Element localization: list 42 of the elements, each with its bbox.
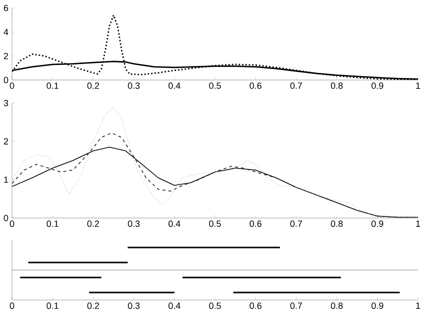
x-tick-label: 0.2 bbox=[87, 82, 99, 89]
y-tick-label: 0 bbox=[4, 76, 8, 84]
x-tick-label: 0.3 bbox=[128, 302, 140, 309]
x-tick-label: 1 bbox=[416, 302, 420, 309]
x-tick-label: 0.8 bbox=[330, 220, 343, 227]
x-tick-label: 0.4 bbox=[168, 220, 180, 227]
x-tick-label: 0.1 bbox=[46, 302, 58, 309]
x-tick-label: 0.6 bbox=[250, 302, 262, 309]
x-tick-label: 0.3 bbox=[128, 82, 140, 89]
x-tick-label: 0.1 bbox=[46, 82, 58, 89]
x-tick-label: 1 bbox=[416, 220, 420, 227]
x-tick-label: 1 bbox=[416, 82, 420, 89]
y-tick-label: 2 bbox=[4, 52, 8, 60]
x-tick-label: 0.3 bbox=[128, 220, 140, 227]
y-tick-label: 1 bbox=[4, 176, 8, 183]
x-tick-label: 0 bbox=[10, 220, 14, 227]
y-tick-label: 3 bbox=[4, 100, 8, 106]
x-tick-label: 0.4 bbox=[168, 302, 180, 309]
x-tick-label: 0.7 bbox=[290, 82, 302, 89]
y-tick-label: 4 bbox=[4, 28, 8, 36]
y-tick-label: 0 bbox=[4, 214, 8, 222]
x-tick-label: 0 bbox=[10, 302, 14, 309]
x-tick-label: 0 bbox=[10, 82, 14, 89]
x-tick-label: 0.9 bbox=[372, 82, 384, 89]
x-tick-label: 0.8 bbox=[330, 82, 343, 89]
y-tick-label: 6 bbox=[4, 4, 8, 12]
y-tick-label: 2 bbox=[4, 138, 8, 144]
x-tick-label: 0.1 bbox=[46, 220, 58, 227]
x-tick-label: 0.4 bbox=[168, 82, 180, 89]
x-tick-label: 0.9 bbox=[372, 302, 384, 309]
x-tick-label: 0.5 bbox=[209, 220, 221, 227]
x-tick-label: 0.5 bbox=[209, 302, 221, 309]
x-tick-label: 0.6 bbox=[250, 220, 262, 227]
x-tick-label: 0.7 bbox=[290, 220, 302, 227]
x-tick-label: 0.9 bbox=[372, 220, 384, 227]
x-tick-label: 0.8 bbox=[330, 302, 343, 309]
x-tick-label: 0.2 bbox=[87, 302, 99, 309]
x-tick-label: 0.2 bbox=[87, 220, 99, 227]
x-tick-label: 0.5 bbox=[209, 82, 221, 89]
x-tick-label: 0.7 bbox=[290, 302, 302, 309]
line-series bbox=[12, 106, 418, 218]
x-tick-label: 0.6 bbox=[250, 82, 262, 89]
